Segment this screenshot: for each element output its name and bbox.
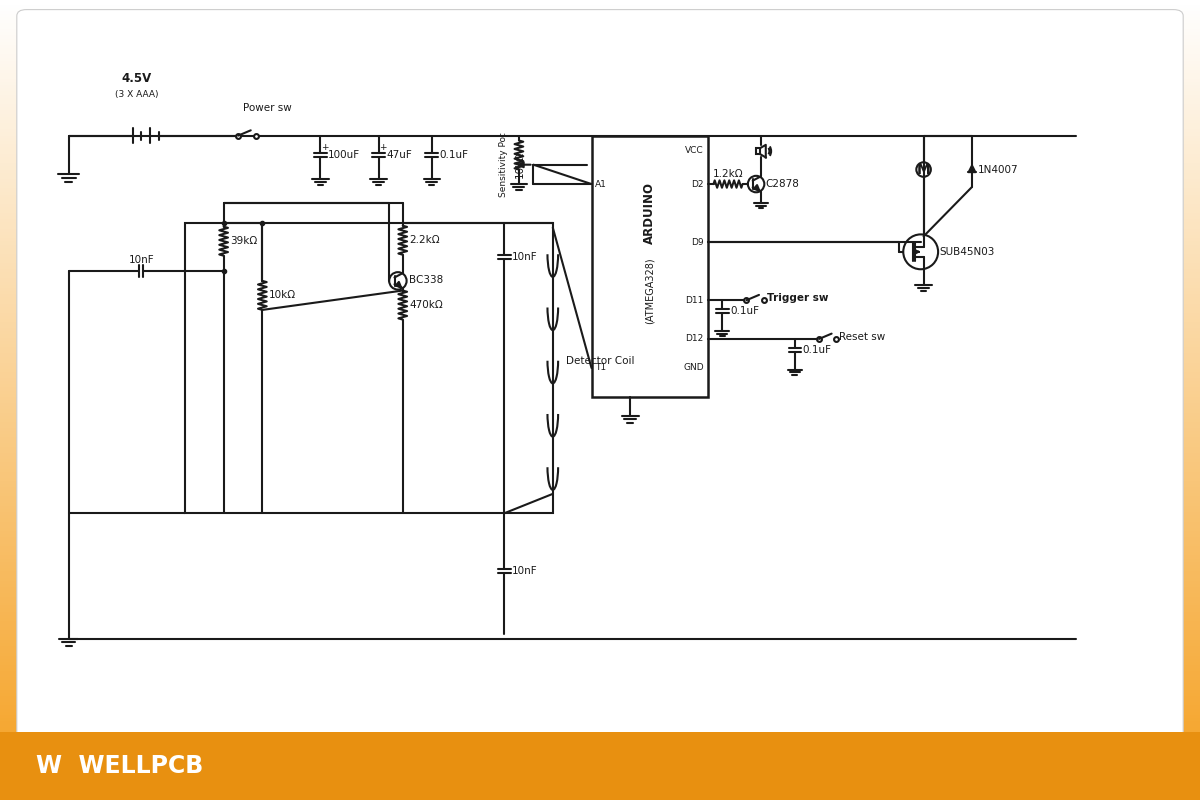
Text: 2.2kΩ: 2.2kΩ xyxy=(409,235,439,246)
Text: Power sw: Power sw xyxy=(242,103,292,114)
Polygon shape xyxy=(968,165,976,173)
Text: 10kΩ: 10kΩ xyxy=(269,290,295,300)
Text: D11: D11 xyxy=(685,296,704,305)
Text: 10nF: 10nF xyxy=(128,255,154,266)
Text: 470kΩ: 470kΩ xyxy=(409,300,443,310)
Text: GND: GND xyxy=(683,363,704,373)
Text: A1: A1 xyxy=(595,179,607,189)
Text: 1N4007: 1N4007 xyxy=(978,165,1019,174)
Text: 1.2kΩ: 1.2kΩ xyxy=(713,170,743,179)
Text: (3 X AAA): (3 X AAA) xyxy=(115,90,158,99)
Text: 0.1uF: 0.1uF xyxy=(439,150,468,160)
Text: ARDUINO: ARDUINO xyxy=(643,182,656,244)
Text: 10nF: 10nF xyxy=(512,252,538,262)
Text: 47uF: 47uF xyxy=(386,150,412,160)
Text: +: + xyxy=(320,143,329,152)
Text: 0.1uF: 0.1uF xyxy=(730,306,758,316)
Text: D2: D2 xyxy=(691,179,704,189)
Text: 0.1uF: 0.1uF xyxy=(803,345,832,354)
Text: 4.5V: 4.5V xyxy=(121,72,151,86)
Bar xyxy=(592,136,708,397)
Text: Reset sw: Reset sw xyxy=(839,332,886,342)
Text: +: + xyxy=(379,143,386,152)
Text: 100uF: 100uF xyxy=(328,150,360,160)
Text: D9: D9 xyxy=(691,238,704,246)
Text: SUB45N03: SUB45N03 xyxy=(940,247,995,257)
Text: BC338: BC338 xyxy=(408,275,443,286)
Text: M: M xyxy=(917,162,930,177)
Text: T1: T1 xyxy=(595,363,606,373)
Text: D12: D12 xyxy=(685,334,704,343)
Text: Detector Coil: Detector Coil xyxy=(566,356,635,366)
Text: Sensitivity Pot: Sensitivity Pot xyxy=(499,132,508,197)
Text: W  WELLPCB: W WELLPCB xyxy=(36,754,203,778)
Text: (ATMEGA328): (ATMEGA328) xyxy=(644,258,655,324)
Bar xyxy=(185,222,553,514)
Text: C2878: C2878 xyxy=(766,178,799,189)
Bar xyxy=(756,148,760,154)
Text: VCC: VCC xyxy=(685,146,704,154)
Text: 39kΩ: 39kΩ xyxy=(230,236,257,246)
Text: 10kΩ: 10kΩ xyxy=(515,151,524,178)
Text: 10nF: 10nF xyxy=(512,566,538,576)
Text: Trigger sw: Trigger sw xyxy=(767,294,828,303)
